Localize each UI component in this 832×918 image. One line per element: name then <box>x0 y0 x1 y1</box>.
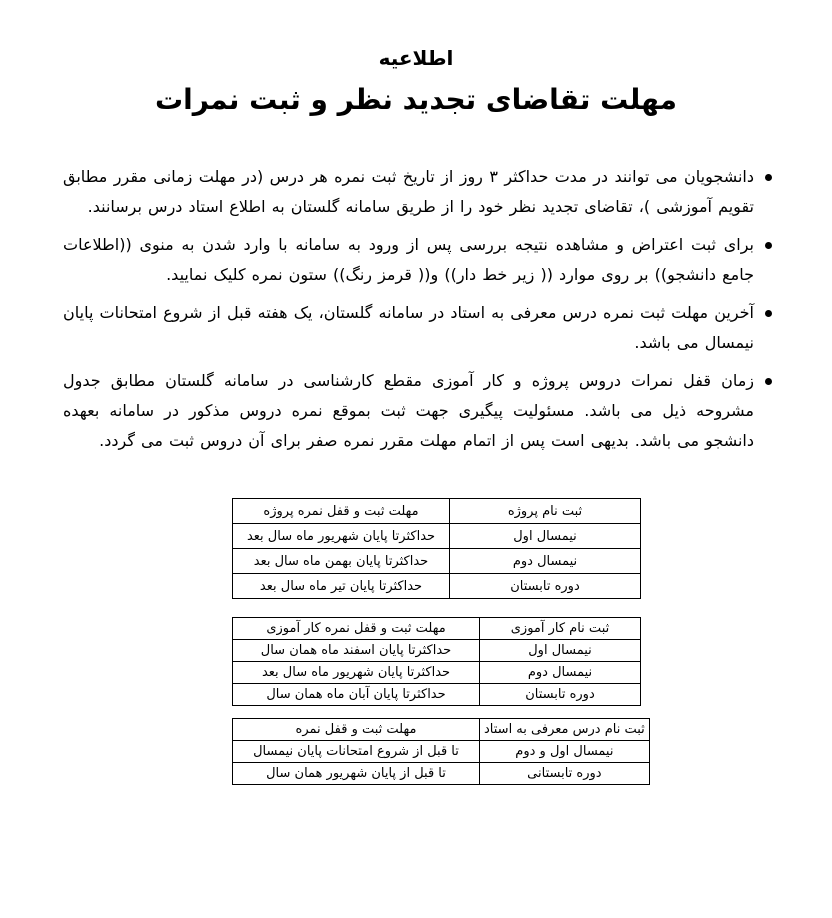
cell-term: نیمسال دوم <box>449 548 641 574</box>
table-row: نیمسال دوم حداکثرتا پایان شهریور ماه سال… <box>232 661 641 684</box>
cell-term: نیمسال اول <box>479 639 641 662</box>
cell-deadline: حداکثرتا پایان شهریور ماه سال بعد <box>232 523 450 549</box>
table-row: نیمسال دوم حداکثرتا پایان بهمن ماه سال ب… <box>232 548 641 574</box>
bullet-item-last-deadline: آخرین مهلت ثبت نمره درس معرفی به استاد د… <box>63 298 772 358</box>
cell-term: نیمسال اول و دوم <box>479 740 650 763</box>
page-subtitle: مهلت تقاضای تجدید نظر و ثبت نمرات <box>155 83 677 116</box>
bullet-icon <box>754 230 772 290</box>
cell-deadline: تا قبل از شروع امتحانات پایان نیمسال <box>232 740 480 763</box>
header-cell-term: ثبت نام پروژه <box>449 498 641 524</box>
cell-term: نیمسال اول <box>449 523 641 549</box>
header-cell-term: ثبت نام کار آموزی <box>479 617 641 640</box>
cell-deadline: حداکثرتا پایان شهریور ماه سال بعد <box>232 661 480 684</box>
cell-term: نیمسال دوم <box>479 661 641 684</box>
deadline-tables: ثبت نام پروژه مهلت ثبت و قفل نمره پروژه … <box>0 498 832 785</box>
bullet-icon <box>754 298 772 358</box>
cell-term: دوره تابستانی <box>479 762 650 785</box>
cell-deadline: تا قبل از پایان شهریور همان سال <box>232 762 480 785</box>
cell-deadline: حداکثرتا پایان آبان ماه همان سال <box>232 683 480 706</box>
professor-intro-grade-table: ثبت نام درس معرفی به استاد مهلت ثبت و قف… <box>232 718 650 785</box>
table-header-row: ثبت نام درس معرفی به استاد مهلت ثبت و قف… <box>232 718 650 741</box>
table-row: نیمسال اول حداکثرتا پایان شهریور ماه سال… <box>232 523 641 549</box>
header-cell-term: ثبت نام درس معرفی به استاد <box>479 718 650 741</box>
bullet-list: دانشجویان می توانند در مدت حداکثر ۳ روز … <box>63 162 772 456</box>
cell-deadline: حداکثرتا پایان بهمن ماه سال بعد <box>232 548 450 574</box>
table-row: دوره تابستانی تا قبل از پایان شهریور هما… <box>232 762 650 785</box>
bullet-text: زمان قفل نمرات دروس پروژه و کار آموزی مق… <box>63 371 754 450</box>
bullet-icon <box>754 162 772 222</box>
bullet-text: برای ثبت اعتراض و مشاهده نتیجه بررسی پس … <box>63 235 754 284</box>
header-cell-deadline: مهلت ثبت و قفل نمره کار آموزی <box>232 617 480 640</box>
table-header-row: ثبت نام پروژه مهلت ثبت و قفل نمره پروژه <box>232 498 641 524</box>
bullet-icon <box>754 366 772 456</box>
bullet-text: آخرین مهلت ثبت نمره درس معرفی به استاد د… <box>63 303 754 352</box>
table-row: دوره تابستان حداکثرتا پایان آبان ماه هما… <box>232 683 641 706</box>
header-cell-deadline: مهلت ثبت و قفل نمره <box>232 718 480 741</box>
page-title: اطلاعیه <box>378 46 454 70</box>
project-grade-table: ثبت نام پروژه مهلت ثبت و قفل نمره پروژه … <box>232 498 641 599</box>
cell-term: دوره تابستان <box>449 573 641 599</box>
table-row: دوره تابستان حداکثرتا پایان تیر ماه سال … <box>232 573 641 599</box>
header-cell-deadline: مهلت ثبت و قفل نمره پروژه <box>232 498 450 524</box>
table-row: نیمسال اول و دوم تا قبل از شروع امتحانات… <box>232 740 650 763</box>
table-row: نیمسال اول حداکثرتا پایان اسفند ماه همان… <box>232 639 641 662</box>
cell-deadline: حداکثرتا پایان اسفند ماه همان سال <box>232 639 480 662</box>
internship-grade-table: ثبت نام کار آموزی مهلت ثبت و قفل نمره کا… <box>232 617 641 706</box>
cell-term: دوره تابستان <box>479 683 641 706</box>
bullet-item-objection: برای ثبت اعتراض و مشاهده نتیجه بررسی پس … <box>63 230 772 290</box>
bullet-item-lock-time: زمان قفل نمرات دروس پروژه و کار آموزی مق… <box>63 366 772 456</box>
bullet-item-review-request: دانشجویان می توانند در مدت حداکثر ۳ روز … <box>63 162 772 222</box>
cell-deadline: حداکثرتا پایان تیر ماه سال بعد <box>232 573 450 599</box>
table-header-row: ثبت نام کار آموزی مهلت ثبت و قفل نمره کا… <box>232 617 641 640</box>
bullet-text: دانشجویان می توانند در مدت حداکثر ۳ روز … <box>63 167 754 216</box>
